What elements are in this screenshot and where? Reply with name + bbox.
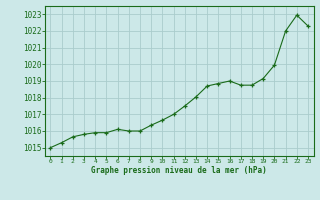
X-axis label: Graphe pression niveau de la mer (hPa): Graphe pression niveau de la mer (hPa) bbox=[91, 166, 267, 175]
